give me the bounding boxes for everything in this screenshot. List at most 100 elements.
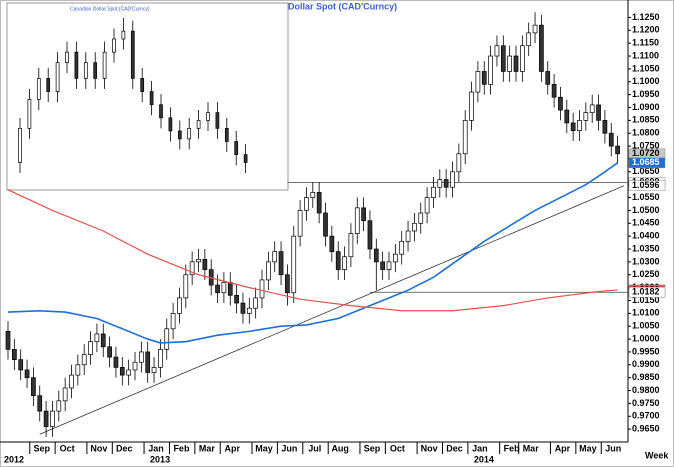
candle-body: [602, 120, 608, 134]
x-tick-label: May: [255, 443, 273, 453]
candle-body: [545, 71, 551, 85]
candle-body: [494, 45, 500, 57]
candle-body: [323, 212, 328, 237]
candle-body: [297, 210, 303, 237]
moving-average: [7, 162, 619, 344]
candle-body: [272, 251, 278, 263]
candle-body: [551, 83, 557, 98]
candle-body: [513, 55, 519, 72]
y-tick-label: 1.1200: [632, 25, 660, 35]
candle-body: [354, 207, 360, 234]
candle-body: [393, 253, 398, 263]
y-tick-label: 1.1100: [632, 50, 659, 60]
candle-body: [37, 395, 43, 412]
y-tick-label: 1.1000: [632, 76, 660, 86]
inset-candle-body: [168, 117, 173, 132]
candle-body: [558, 96, 563, 111]
year-label: 2012: [4, 454, 24, 464]
inset-candle-body: [140, 78, 145, 92]
y-tick-label: 1.0650: [632, 166, 660, 176]
candle-body: [437, 179, 443, 188]
candle-body: [424, 197, 430, 214]
candle-body: [507, 55, 512, 72]
candle-body: [386, 261, 392, 270]
candle-body: [285, 274, 290, 294]
x-tick-label: Dec: [446, 443, 463, 453]
y-tick-label: 1.0950: [632, 89, 660, 99]
x-tick-label: Dec: [116, 443, 133, 453]
candle-body: [412, 222, 417, 232]
candle-body: [380, 261, 385, 270]
candle-body: [132, 361, 138, 371]
candle-body: [158, 349, 163, 368]
inset-candle-body: [224, 127, 229, 142]
candle-body: [469, 91, 474, 121]
inset-candle-body: [18, 127, 22, 163]
candle-body: [589, 104, 595, 113]
candle-body: [278, 251, 284, 276]
candle-body: [215, 284, 220, 294]
candle-body: [443, 179, 449, 188]
y-tick-label: 1.0250: [632, 269, 660, 279]
candle-body: [227, 282, 233, 296]
price-label: 1.0596: [632, 180, 660, 190]
candle-body: [246, 307, 252, 314]
y-tick-label: 0.9900: [632, 359, 660, 369]
candle-body: [532, 24, 538, 34]
y-tick-label: 1.0900: [632, 102, 660, 112]
candle-body: [253, 297, 258, 309]
x-tick-label: Apr: [555, 443, 571, 453]
inset-candle-body: [46, 78, 51, 92]
y-tick-label: 1.0800: [632, 128, 660, 138]
candle-body: [43, 410, 49, 427]
inset-candle-body: [65, 51, 69, 64]
candle-body: [329, 235, 335, 252]
candle-body: [126, 369, 132, 376]
inset-candle-body: [243, 154, 248, 163]
inset-candle-body: [55, 62, 60, 92]
candle-body: [564, 109, 570, 124]
candle-body: [539, 24, 544, 72]
inset-candle-body: [121, 30, 126, 40]
x-tick-label: Jan: [472, 443, 488, 453]
inset-candle-body: [102, 51, 107, 79]
x-tick-label: Feb: [504, 443, 521, 453]
x-tick-label: Jul: [308, 443, 321, 453]
y-tick-label: 1.0100: [632, 308, 660, 318]
candle-body: [170, 312, 176, 330]
x-tick-label: Mar: [199, 443, 216, 453]
y-tick-label: 1.0050: [632, 321, 660, 331]
inset-candle-body: [93, 62, 98, 79]
inset-candle-body: [130, 30, 135, 79]
candle-body: [608, 132, 614, 147]
candle-body: [500, 45, 506, 72]
candle-body: [5, 331, 11, 350]
price-label-box: [628, 157, 666, 169]
candle-body: [177, 297, 182, 314]
y-tick-label: 1.0500: [632, 205, 660, 215]
y-tick-label: 1.1150: [632, 38, 659, 48]
candle-body: [107, 346, 112, 358]
inset-candle-body: [159, 104, 163, 119]
candle-body: [145, 351, 151, 373]
y-tick-label: 0.9700: [632, 411, 660, 421]
candle-body: [234, 294, 239, 304]
candle-body: [291, 235, 297, 294]
candle-body: [113, 356, 119, 368]
candle-body: [12, 349, 17, 361]
candle-body: [615, 145, 620, 155]
inset-candle-body: [206, 112, 210, 121]
candle-body: [183, 274, 189, 299]
y-tick-label: 1.0450: [632, 218, 660, 228]
y-tick-label: 1.0400: [632, 231, 660, 241]
candle-body: [266, 261, 271, 281]
candle-body: [342, 256, 347, 270]
candle-body: [316, 192, 322, 214]
candle-body: [31, 377, 36, 397]
candle-body: [596, 104, 601, 121]
price-label-box: [628, 286, 666, 298]
inset-candle-body: [177, 130, 182, 140]
candle-body: [151, 367, 157, 373]
candle-body: [221, 282, 227, 294]
